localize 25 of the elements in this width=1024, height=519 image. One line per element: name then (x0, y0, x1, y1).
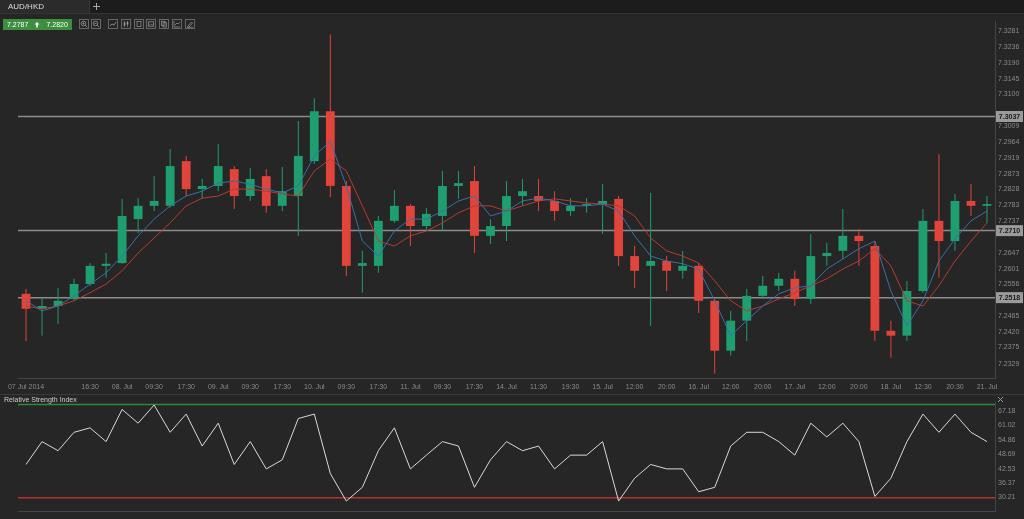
candlestick (678, 250, 688, 280)
candlestick (662, 255, 672, 292)
chart-title: AUD/HKD (0, 0, 90, 13)
candlestick (518, 178, 527, 207)
candlestick (774, 272, 784, 292)
candlestick (966, 183, 976, 217)
candlestick (758, 275, 768, 300)
candlestick (406, 203, 415, 247)
candlestick (934, 153, 944, 279)
candlestick (486, 218, 495, 245)
candlestick (213, 143, 223, 192)
candlestick (854, 228, 864, 267)
candlestick (389, 189, 399, 224)
candlestick (886, 320, 896, 359)
candlestick (454, 170, 463, 200)
candlestick (149, 175, 159, 212)
candlestick (838, 208, 848, 260)
candlestick (550, 190, 559, 222)
candlestick (982, 195, 992, 224)
candlestick (630, 245, 640, 289)
candlestick (133, 197, 143, 234)
candlestick (822, 242, 832, 267)
candlestick (646, 192, 656, 327)
candlestick (357, 250, 367, 294)
candlestick (197, 178, 207, 200)
